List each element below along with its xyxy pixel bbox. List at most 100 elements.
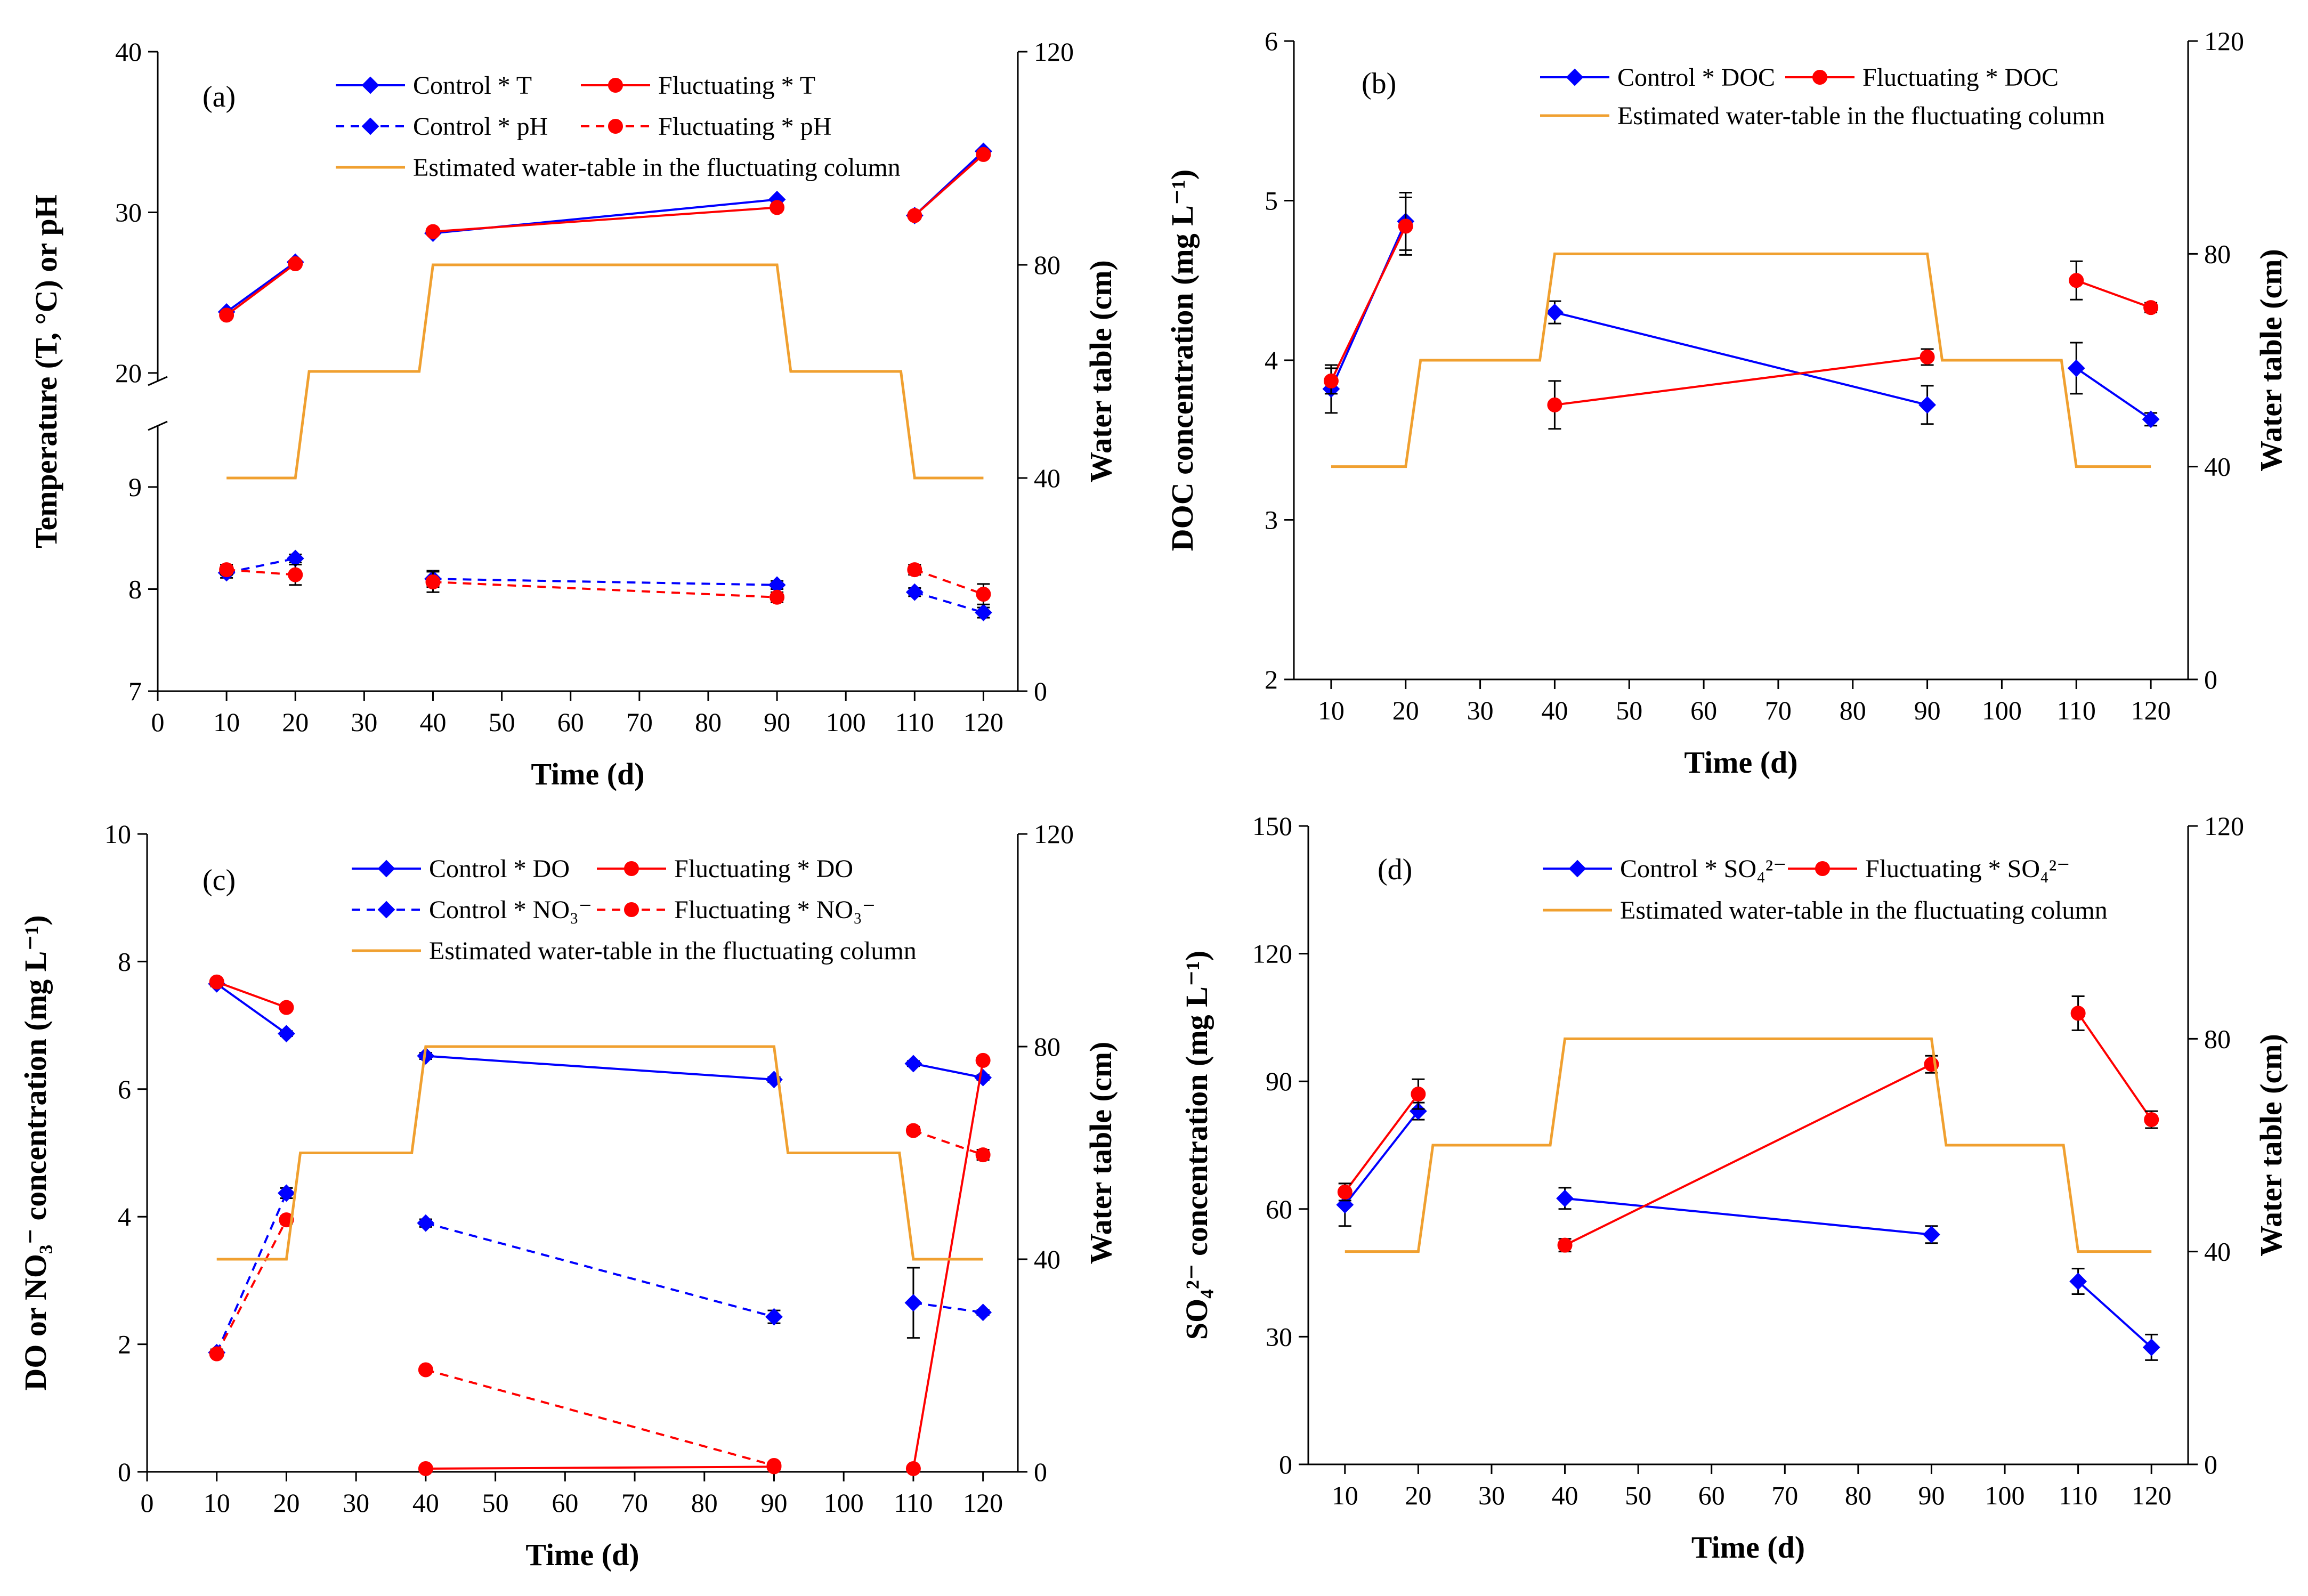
data-point	[976, 587, 991, 602]
series	[217, 549, 992, 621]
panel-label: (a)	[203, 80, 236, 114]
data-point	[905, 583, 924, 601]
y-tick-label: 8	[118, 946, 131, 976]
x-tick-label: 70	[626, 707, 653, 737]
y2-tick-label: 0	[1034, 676, 1047, 706]
x-tick-label: 100	[826, 707, 866, 737]
axis-break-mark	[148, 420, 168, 431]
legend-label: Fluctuating * NO₃⁻	[674, 896, 876, 924]
data-point	[974, 1068, 992, 1087]
y2-axis-title: Water table (cm)	[2254, 249, 2288, 472]
data-point	[1337, 1184, 1353, 1200]
legend-marker	[377, 860, 395, 878]
y-tick-label: 40	[115, 37, 142, 67]
x-tick-label: 120	[963, 1488, 1003, 1518]
series-line	[913, 1301, 983, 1314]
x-tick-label: 110	[894, 1488, 933, 1518]
data-point	[770, 200, 785, 215]
x-tick-label: 90	[1918, 1480, 1945, 1510]
data-point	[766, 1458, 782, 1473]
y-tick-label: 0	[118, 1457, 131, 1487]
legend: Control * SO₄²⁻ Fluctuating * SO₄²⁻ Estima…	[1543, 855, 2108, 925]
series-line	[2076, 279, 2151, 309]
series	[219, 562, 991, 605]
series-line	[914, 591, 984, 614]
legend: Control * DOC Fluctuating * DOC Estimated …	[1540, 63, 2105, 130]
series-line	[215, 1193, 288, 1353]
x-tick-label: 50	[482, 1488, 509, 1518]
legend: Control * T Fluctuating * T Control * pH Fl…	[336, 71, 901, 182]
y-tick-label: 30	[115, 197, 142, 227]
series	[226, 263, 984, 480]
y-tick-label: 4	[118, 1202, 131, 1232]
series-line	[226, 557, 296, 574]
y-tick-label: 10	[104, 819, 131, 849]
x-axis-title: Time (d)	[531, 757, 644, 791]
y-tick-label: 3	[1265, 505, 1278, 535]
data-point	[2143, 300, 2159, 315]
y-axis-title: SO₄²⁻ concentration (mg L⁻¹)	[1179, 951, 1214, 1340]
x-tick-label: 100	[1985, 1480, 2025, 1510]
water-table-line	[1331, 252, 2151, 468]
series-line	[1344, 1093, 1419, 1193]
series-line	[1330, 225, 1407, 382]
x-tick-label: 20	[1405, 1480, 1431, 1510]
y2-axis-title: Water table (cm)	[1083, 260, 1118, 483]
x-tick-label: 40	[1552, 1480, 1578, 1510]
data-point	[2067, 359, 2085, 377]
x-tick-label: 20	[273, 1488, 299, 1518]
panel-c: 0 10 20 30 40 50 60 70 80 90 100 110 120024681004080…	[18, 819, 1118, 1572]
x-tick-label: 10	[213, 707, 240, 737]
x-tick-label: 60	[557, 707, 584, 737]
data-point	[209, 1346, 224, 1362]
x-tick-label: 90	[1914, 695, 1941, 725]
y-tick-label: 60	[1266, 1194, 1292, 1224]
series	[1322, 192, 2160, 428]
legend-label: Control * NO₃⁻	[429, 896, 592, 924]
y2-tick-label: 120	[2204, 26, 2244, 56]
legend-marker	[1566, 68, 1584, 86]
y-axis-title: DOC concentration (mg L⁻¹)	[1165, 169, 1200, 552]
data-point	[278, 1184, 295, 1202]
data-point	[418, 1362, 433, 1378]
y-tick-label: 9	[128, 472, 142, 502]
axis-break-mark	[148, 376, 168, 386]
legend-marker	[624, 902, 639, 917]
data-point	[1547, 397, 1562, 412]
x-tick-label: 120	[2132, 1480, 2172, 1510]
y2-tick-label: 120	[1034, 819, 1074, 849]
x-tick-label: 70	[621, 1488, 648, 1518]
x-tick-label: 70	[1771, 1480, 1798, 1510]
series-line	[225, 263, 296, 317]
data-point	[1557, 1237, 1573, 1253]
series-line	[1554, 356, 1928, 406]
data-point	[425, 574, 441, 590]
series-line	[425, 1465, 774, 1470]
data-point	[288, 256, 303, 271]
x-tick-label: 10	[1332, 1480, 1358, 1510]
y-tick-label: 2	[118, 1330, 131, 1359]
data-point	[1323, 373, 1339, 388]
data-point	[1398, 218, 1413, 234]
series	[1345, 1037, 2152, 1253]
series-line	[425, 1222, 774, 1318]
y2-tick-label: 40	[1034, 1244, 1060, 1274]
legend-label: Estimated water-table in the fluctuating…	[1617, 102, 2105, 130]
y2-tick-label: 80	[1034, 1032, 1060, 1062]
x-tick-label: 90	[760, 1488, 787, 1518]
y2-tick-label: 120	[2204, 811, 2244, 841]
legend-marker	[608, 78, 623, 93]
series-line	[914, 569, 984, 595]
series-line	[425, 1055, 774, 1081]
legend-label: Fluctuating * T	[658, 71, 815, 100]
data-point	[765, 1308, 783, 1326]
x-tick-label: 110	[895, 707, 934, 737]
legend-marker	[1568, 860, 1586, 878]
x-tick-label: 60	[1690, 695, 1717, 725]
data-point	[219, 307, 234, 323]
x-tick-label: 40	[1541, 695, 1568, 725]
y-tick-label: 90	[1266, 1066, 1292, 1096]
y-tick-label: 6	[1265, 26, 1278, 56]
data-point	[425, 224, 441, 239]
data-point	[2144, 1112, 2159, 1128]
